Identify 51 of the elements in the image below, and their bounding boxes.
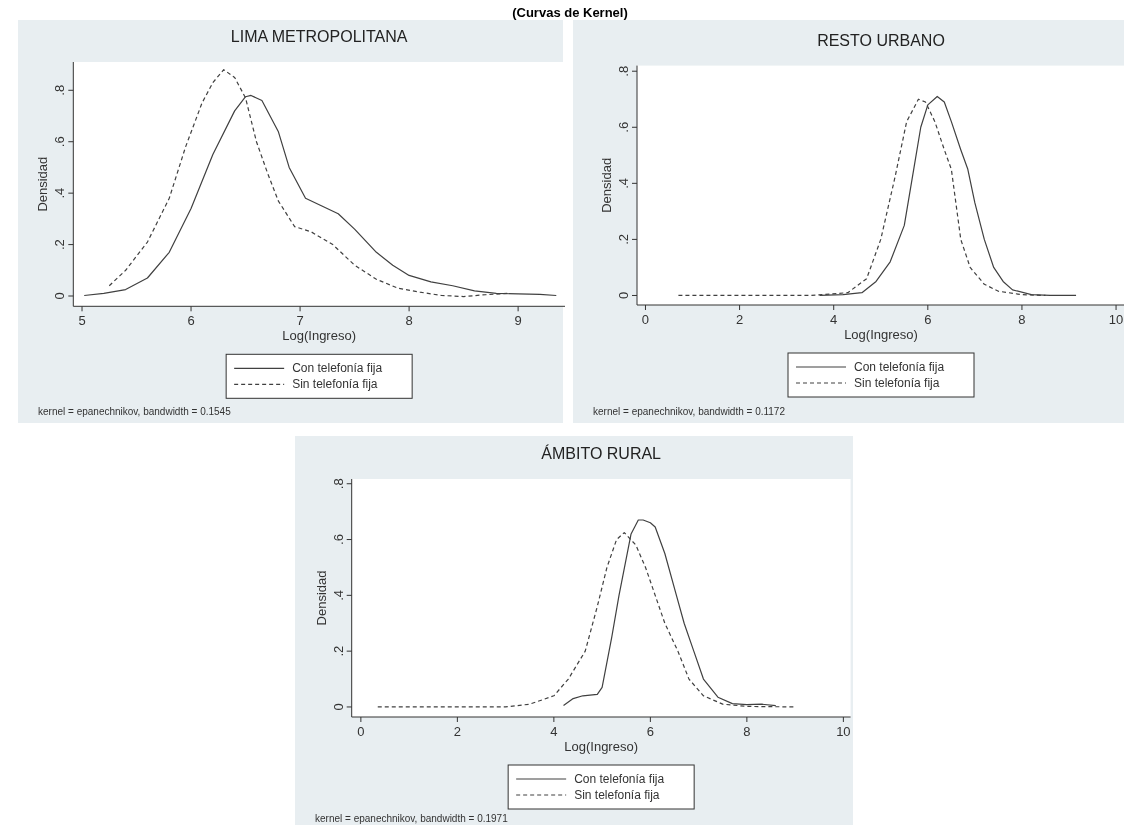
chart-title: RESTO URBANO — [817, 31, 945, 49]
text: kernel = epanechnikov, bandwidth = 0.1971 — [315, 813, 509, 824]
x-tick-label: 7 — [296, 313, 304, 329]
y-tick-label: .2 — [616, 233, 631, 245]
y-tick-label: .8 — [616, 65, 631, 77]
y-tick-label: .2 — [52, 239, 68, 250]
text: kernel = epanechnikov, bandwidth = 0.1545 — [38, 406, 232, 417]
x-tick-label: 8 — [1018, 312, 1026, 327]
x-tick-label: 10 — [1108, 312, 1124, 327]
chart-title: ÁMBITO RURAL — [541, 444, 662, 462]
x-tick-label: 10 — [836, 724, 851, 739]
y-axis-title: Densidad — [599, 157, 614, 213]
y-tick-label: .6 — [330, 534, 346, 545]
y-tick-label: .8 — [52, 84, 68, 96]
x-tick-label: 4 — [830, 312, 838, 327]
x-axis-title: Log(Ingreso) — [282, 328, 357, 344]
legend-label: Con telefonía fija — [292, 361, 383, 376]
y-axis-title: Densidad — [313, 570, 329, 626]
x-tick-label: 5 — [78, 313, 86, 329]
x-tick-label: 4 — [550, 724, 558, 739]
legend-label: Sin telefonía fija — [854, 376, 940, 390]
legend-label: Sin telefonía fija — [292, 377, 378, 392]
y-tick-label: .6 — [616, 121, 631, 133]
y-tick-label: 0 — [330, 703, 346, 711]
x-tick-label: 2 — [453, 724, 461, 739]
x-tick-label: 0 — [357, 724, 365, 739]
x-tick-label: 6 — [924, 312, 932, 327]
legend-label: Con telefonía fija — [854, 360, 945, 374]
x-tick-label: 9 — [514, 313, 522, 329]
x-axis-title: Log(Ingreso) — [844, 327, 918, 342]
x-tick-label: 6 — [187, 313, 195, 329]
x-tick-label: 2 — [735, 312, 744, 327]
y-tick-label: .2 — [330, 645, 346, 657]
y-tick-label: 0 — [52, 292, 68, 300]
legend-label: Con telefonía fija — [574, 772, 665, 786]
x-axis-title: Log(Ingreso) — [564, 739, 639, 754]
x-tick-label: 6 — [646, 724, 654, 739]
y-tick-label: 0 — [616, 291, 631, 300]
y-tick-label: .4 — [52, 187, 68, 199]
text: kernel = epanechnikov, bandwidth = 0.1172 — [593, 406, 786, 417]
y-tick-label: .6 — [52, 136, 68, 148]
y-tick-label: .4 — [616, 177, 631, 189]
text: (Curvas de Kernel) — [512, 5, 628, 20]
y-axis-title: Densidad — [35, 156, 51, 212]
x-tick-label: 8 — [743, 724, 751, 739]
x-tick-label: 8 — [405, 313, 413, 329]
y-tick-label: .4 — [330, 589, 346, 601]
legend-label: Sin telefonía fija — [574, 788, 660, 802]
chart-title: LIMA METROPOLITANA — [230, 28, 408, 45]
y-tick-label: .8 — [330, 478, 346, 490]
x-tick-label: 0 — [641, 312, 650, 327]
